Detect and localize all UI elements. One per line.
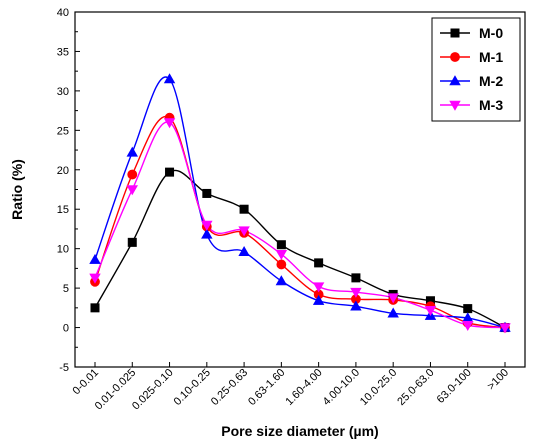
data-point-m-0 xyxy=(276,240,286,250)
data-point-m-0 xyxy=(314,258,324,268)
data-point-m-3 xyxy=(462,320,474,331)
legend-marker xyxy=(449,100,461,111)
series-line-m-0 xyxy=(94,169,506,329)
data-point-m-3 xyxy=(89,273,101,284)
legend-label: M-0 xyxy=(479,25,503,41)
data-point-m-3 xyxy=(424,305,437,317)
y-tick-label: 40 xyxy=(57,7,69,19)
data-point-m-2 xyxy=(387,307,399,318)
data-point-m-3 xyxy=(126,185,138,196)
data-point-m-2 xyxy=(238,246,250,257)
data-point-m-2 xyxy=(275,275,288,286)
y-tick-label: -5 xyxy=(59,362,69,374)
data-point-m-0 xyxy=(90,303,100,313)
data-point-m-3 xyxy=(238,226,250,237)
series-line-m-3 xyxy=(94,121,506,329)
x-tick-label: 1.60-4.00 xyxy=(283,367,324,408)
x-tick-label: 63.0-100 xyxy=(435,367,474,406)
x-tick-label: 25.0-63.0 xyxy=(395,367,436,408)
data-point-m-0 xyxy=(239,204,249,214)
data-point-m-2 xyxy=(163,73,176,84)
x-tick-label: 0.025-0.10 xyxy=(130,367,176,413)
y-tick-label: 15 xyxy=(57,204,69,216)
legend-marker xyxy=(450,52,460,62)
y-tick-label: 10 xyxy=(57,244,69,256)
x-tick-label: 4.00-10.0 xyxy=(321,367,362,408)
data-point-m-0 xyxy=(463,304,473,314)
data-point-m-1 xyxy=(276,259,287,270)
legend-marker xyxy=(449,75,461,86)
legend-box xyxy=(431,17,521,122)
y-tick-label: 30 xyxy=(57,86,69,98)
data-point-m-3 xyxy=(201,220,213,231)
x-tick-label: 0.10-0.25 xyxy=(172,367,213,408)
x-axis-title: Pore size diameter (µm) xyxy=(221,423,378,439)
data-point-m-0 xyxy=(351,273,361,283)
data-point-m-2 xyxy=(201,228,213,239)
data-point-m-1 xyxy=(127,169,138,180)
plot-area xyxy=(89,73,511,334)
y-tick-label: 20 xyxy=(57,165,69,177)
legend-label: M-2 xyxy=(479,73,503,89)
legend-marker xyxy=(450,28,460,38)
y-tick-label: 35 xyxy=(57,46,69,58)
data-point-m-3 xyxy=(350,287,362,298)
x-tick-label: 0.63-1.60 xyxy=(246,367,287,408)
y-axis-title: Ratio (%) xyxy=(9,159,25,220)
x-tick-label: 10.0-25.0 xyxy=(358,367,399,408)
x-tick-label: 0.25-0.63 xyxy=(209,367,250,408)
series-line-m-1 xyxy=(94,115,506,329)
data-point-m-2 xyxy=(89,253,101,264)
y-tick-label: 5 xyxy=(63,283,69,295)
data-point-m-3 xyxy=(275,249,288,260)
data-point-m-0 xyxy=(202,188,212,198)
y-tick-label: 0 xyxy=(63,323,69,335)
legend: M-0 M-1 M-2 M-3 xyxy=(431,17,521,122)
data-point-m-3 xyxy=(312,282,325,293)
data-point-m-0 xyxy=(127,237,137,247)
data-point-m-3 xyxy=(163,118,176,129)
x-tick-label: >100 xyxy=(485,367,511,393)
data-point-m-0 xyxy=(165,167,175,177)
data-point-m-3 xyxy=(387,293,399,304)
x-tick-label: 0-0.01 xyxy=(71,367,102,398)
data-point-m-3 xyxy=(499,323,511,334)
data-point-m-2 xyxy=(350,300,362,311)
data-point-m-2 xyxy=(126,146,138,157)
y-tick-label: 25 xyxy=(57,125,69,137)
data-point-m-2 xyxy=(312,294,325,305)
legend-label: M-1 xyxy=(479,49,503,65)
legend-label: M-3 xyxy=(479,97,503,113)
